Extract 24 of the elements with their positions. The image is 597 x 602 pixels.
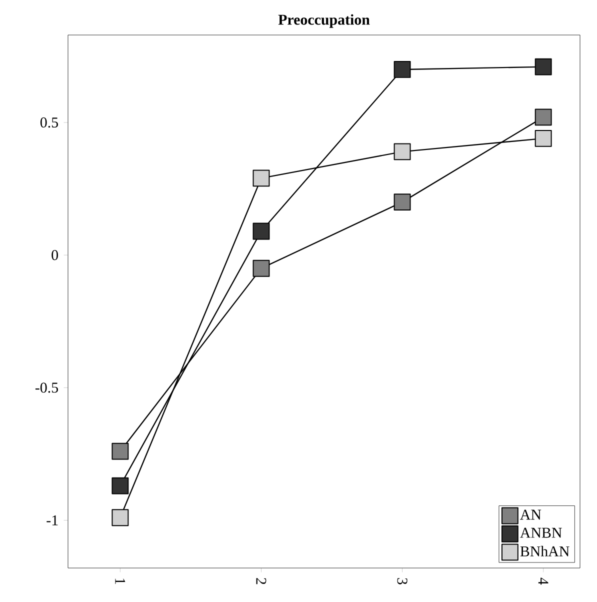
x-tick-label: 4 <box>538 578 548 585</box>
chart-title: Preoccupation <box>278 14 370 28</box>
point <box>112 509 129 526</box>
y-tick-label: -1 <box>46 515 58 526</box>
point <box>112 477 129 494</box>
point <box>112 442 129 460</box>
legend-label: ANBN <box>520 528 562 538</box>
point <box>252 170 270 187</box>
y-tick-label: -0.5 <box>35 382 58 393</box>
point <box>252 222 270 240</box>
point <box>534 130 552 147</box>
point <box>394 60 411 78</box>
point <box>252 260 270 277</box>
legend-label: AN <box>520 510 542 520</box>
x-tick-label: 3 <box>397 578 408 584</box>
y-tick-label: 0.5 <box>40 117 58 128</box>
legend-label: BNhAN <box>520 546 570 556</box>
point <box>394 143 411 160</box>
point <box>534 108 552 126</box>
x-tick-label: 2 <box>256 578 266 584</box>
point <box>394 194 411 211</box>
y-tick-label: 0 <box>52 250 58 260</box>
x-tick-label: 1 <box>115 578 126 584</box>
point <box>534 58 552 76</box>
